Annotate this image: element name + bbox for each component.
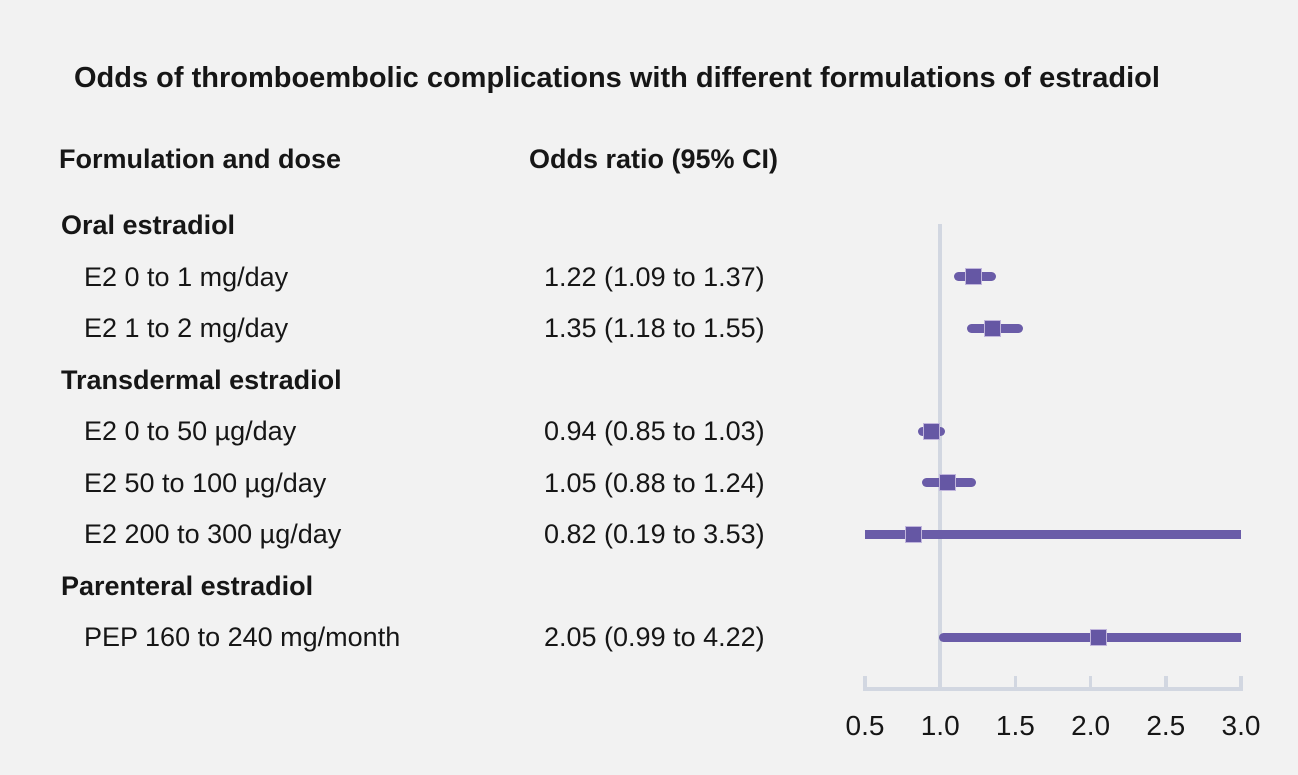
group-label: Transdermal estradiol [61, 364, 342, 395]
x-axis-tick-label: 2.0 [1071, 710, 1111, 741]
dose-label: E2 200 to 300 µg/day [84, 519, 342, 549]
odds-ratio-value: 0.94 (0.85 to 1.03) [544, 416, 765, 446]
x-axis-tick [1013, 676, 1018, 690]
odds-ratio-value: 1.35 (1.18 to 1.55) [544, 313, 765, 343]
x-axis-line [863, 687, 1243, 691]
dose-label: PEP 160 to 240 mg/month [84, 622, 401, 652]
column-header-formulation: Formulation and dose [59, 144, 342, 174]
dose-label: E2 1 to 2 mg/day [84, 313, 289, 343]
chart-title: Odds of thromboembolic complications wit… [74, 62, 1160, 94]
point-estimate-marker [964, 268, 982, 285]
confidence-interval-line [865, 529, 1241, 539]
x-axis-tick [1164, 676, 1168, 690]
x-axis-tick-label: 1.0 [920, 710, 960, 741]
x-axis-tick [863, 676, 867, 690]
dose-label: E2 50 to 100 µg/day [84, 467, 327, 498]
x-axis-tick-label: 1.5 [995, 710, 1035, 741]
x-axis-tick-label: 2.5 [1146, 710, 1186, 741]
x-axis-tick-label: 3.0 [1221, 710, 1261, 741]
x-axis-tick [1239, 676, 1243, 690]
column-header-odds-ratio: Odds ratio (95% CI) [529, 144, 779, 174]
odds-ratio-value: 1.22 (1.09 to 1.37) [544, 261, 765, 292]
point-estimate-marker [939, 474, 957, 491]
odds-ratio-value: 1.05 (0.88 to 1.24) [544, 467, 765, 498]
dose-label: E2 0 to 1 mg/day [84, 261, 289, 292]
reference-line-or-1 [938, 224, 942, 691]
point-estimate-marker [984, 319, 1002, 337]
x-axis-tick [1088, 676, 1093, 690]
odds-ratio-value: 2.05 (0.99 to 4.22) [544, 622, 765, 652]
dose-label: E2 0 to 50 µg/day [84, 416, 297, 446]
group-label: Parenteral estradiol [61, 570, 314, 601]
x-axis-tick-label: 0.5 [845, 710, 885, 741]
point-estimate-marker [1089, 628, 1107, 646]
point-estimate-marker [904, 525, 922, 543]
group-label: Oral estradiol [61, 210, 236, 240]
x-axis-tick [938, 676, 942, 690]
odds-ratio-value: 0.82 (0.19 to 3.53) [544, 519, 765, 549]
point-estimate-marker [922, 422, 940, 440]
